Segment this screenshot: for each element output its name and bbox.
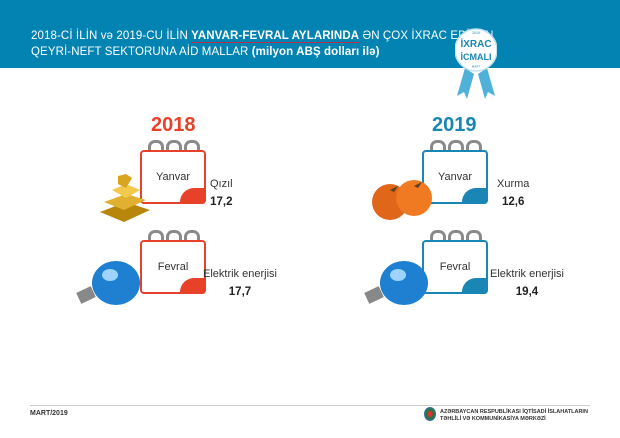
year-2019: 2019 xyxy=(432,114,477,136)
state-emblem-icon xyxy=(424,407,436,421)
light-bulb-icon xyxy=(76,261,140,305)
month-label: Yanvar xyxy=(155,171,191,183)
title-text: 2018-Cİ İLİN və 2019-CU İLİN xyxy=(31,30,192,42)
light-bulb-icon xyxy=(364,261,428,305)
title-highlight: YANVAR-FEVRAL AYLARINDA xyxy=(191,30,360,43)
calendar-february-2019: Fevral xyxy=(422,230,488,294)
footer-divider xyxy=(30,405,590,406)
gold-bars-icon xyxy=(100,174,150,222)
organization-name: AZƏRBAYCAN RESPUBLİKASI İQTİSADİ İSLAHAT… xyxy=(440,409,588,422)
calendar-january-2018: Yanvar xyxy=(140,140,206,204)
product-label: Xurma 12,6 xyxy=(497,178,530,208)
year-2018: 2018 xyxy=(151,114,196,136)
month-label: Yanvar xyxy=(437,171,473,183)
export-value: 19,4 xyxy=(515,286,539,298)
header-banner xyxy=(0,0,620,68)
ixrac-icmali-badge-icon: 2019 İXRAC İCMALI MART xyxy=(455,28,497,99)
badge-line1: İXRAC xyxy=(460,37,491,50)
persimmon-icon xyxy=(372,180,432,220)
footer-date: MART/2019 xyxy=(30,410,68,417)
title-unit: (milyon ABŞ dolları ilə) xyxy=(251,46,380,58)
export-value: 17,7 xyxy=(228,286,252,298)
product-label: Qızıl 17,2 xyxy=(210,178,233,208)
title-text: QEYRİ-NEFT SEKTORUNA AİD MALLAR xyxy=(31,46,252,58)
export-value: 17,2 xyxy=(210,196,233,208)
month-label: Fevral xyxy=(157,261,189,273)
product-label: Elektrik enerjisi 19,4 xyxy=(490,268,564,298)
badge-month: MART xyxy=(472,65,481,69)
product-label: Elektrik enerjisi 17,7 xyxy=(203,268,277,298)
calendar-february-2018: Fevral xyxy=(140,230,206,294)
calendar-january-2019: Yanvar xyxy=(422,140,488,204)
page-title: 2018-Cİ İLİN və 2019-CU İLİN YANVAR-FEVR… xyxy=(31,28,494,60)
month-label: Fevral xyxy=(439,261,471,273)
export-value: 12,6 xyxy=(502,196,525,208)
badge-year: 2019 xyxy=(472,31,480,35)
badge-line2: İCMALI xyxy=(461,52,492,62)
